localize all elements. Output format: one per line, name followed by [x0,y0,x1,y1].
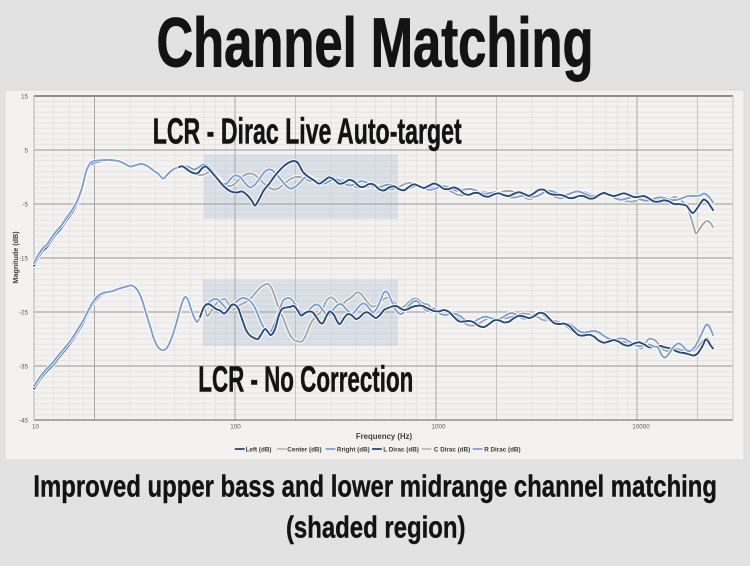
svg-text:Rright (dB): Rright (dB) [337,447,370,454]
svg-text:-35: -35 [19,363,29,370]
svg-text:5: 5 [24,147,28,154]
svg-text:100: 100 [230,424,241,431]
svg-text:Magnitude (dB): Magnitude (dB) [11,231,20,284]
svg-text:-5: -5 [22,201,28,208]
svg-text:1000: 1000 [431,424,446,431]
svg-text:(shaded region): (shaded region) [286,510,466,545]
svg-text:R Dirac (dB): R Dirac (dB) [484,447,520,454]
svg-text:10000: 10000 [632,424,650,431]
svg-text:Left (dB): Left (dB) [246,447,272,454]
svg-text:Frequency (Hz): Frequency (Hz) [356,432,413,441]
svg-text:LCR - Dirac Live Auto-target: LCR - Dirac Live Auto-target [153,111,462,152]
svg-text:10: 10 [32,424,40,431]
svg-text:Center (dB): Center (dB) [287,447,321,454]
svg-text:15: 15 [21,93,29,100]
svg-text:C Dirac (dB): C Dirac (dB) [434,447,470,454]
svg-text:-15: -15 [19,255,29,262]
svg-text:Channel Matching: Channel Matching [157,3,594,81]
svg-text:L Dirac (dB): L Dirac (dB) [383,447,419,454]
svg-text:-45: -45 [19,417,29,424]
svg-text:LCR - No Correction: LCR - No Correction [198,359,413,400]
svg-text:Improved upper bass and lower: Improved upper bass and lower midrange c… [33,469,717,504]
svg-text:-25: -25 [19,309,29,316]
